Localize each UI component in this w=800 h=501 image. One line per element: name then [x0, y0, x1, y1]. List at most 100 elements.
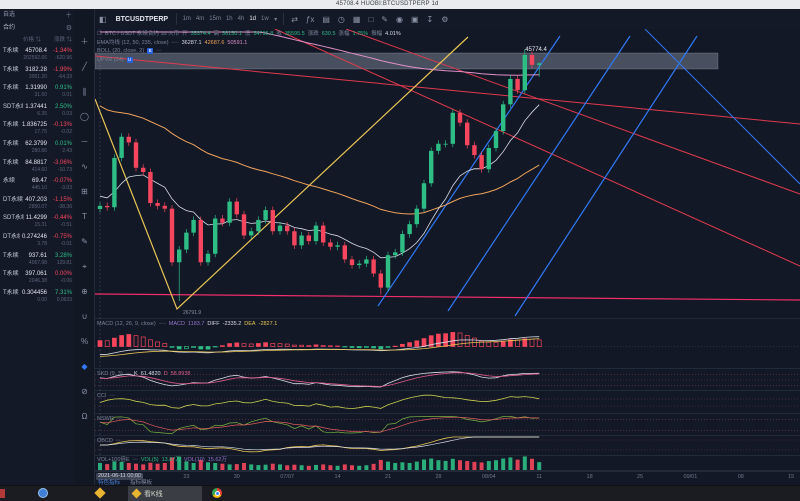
template-icon[interactable]: ▤: [322, 14, 330, 24]
watchlist-panel: 自选 ＋ 合约 ⚙ 价格 ⇅ 涨跌 ⇅ T永续 45708.4 -1.34% 202…: [0, 9, 76, 485]
watchlist-row[interactable]: DT永续0.274246-0.75% 3.78-0.01: [3, 233, 72, 247]
measure-tool-icon[interactable]: ⌖: [82, 262, 87, 271]
brush-tool-icon[interactable]: ✎: [81, 237, 88, 246]
image-icon[interactable]: ▣: [410, 14, 419, 24]
symbol-button[interactable]: BTCUSDTPERP: [115, 15, 169, 23]
watchlist-row[interactable]: T永续 45708.4 -1.34% 202592.66 -620.96: [3, 48, 72, 61]
watchlist-row[interactable]: DT永续 407.203 -1.15% 2850.07 -38.36: [3, 196, 72, 210]
legend-icons[interactable]: ▫▫▫: [132, 457, 138, 463]
vol-legend: VOL+100倍E ▫▫▫ VOL(5) 13.87万 VOL(10) 15.6…: [97, 457, 227, 463]
watchlist-row[interactable]: T永续 62.3799 0.01% 280.86 2.43: [3, 140, 72, 154]
alert-icon[interactable]: ◷: [337, 14, 345, 24]
chart-area: ◧ BTCUSDTPERP 1m 4m 15m 1h 4h 1d 1w ▾ ⇄ ƒx ▤ ◷ ▦ □ ✎…: [95, 9, 800, 486]
obcd-legend: OBCD ▫▫▫: [97, 438, 122, 444]
chrome-icon[interactable]: [212, 488, 222, 498]
layout-icon[interactable]: ▦: [352, 14, 361, 24]
watchlist-row[interactable]: T永续 1.836725 -0.13% 17.75 -0.02: [3, 122, 72, 136]
fib-tool-icon[interactable]: ⊞: [81, 187, 88, 196]
watchlist-row[interactable]: SDT永续11.4299-0.44% 15.31-0.51: [3, 215, 72, 229]
legend-icons[interactable]: ▫▫▫: [116, 416, 123, 422]
legend-icons[interactable]: ▫▫▫: [156, 48, 162, 54]
watchlist-row[interactable]: T永续 3182.28 -1.99% 3951.20 -64.33: [3, 66, 72, 80]
watchlist-tab-row: 合约 ⚙: [0, 22, 75, 35]
timeframe-1d[interactable]: 1d: [249, 16, 256, 22]
indicators-icon[interactable]: ƒx: [305, 14, 315, 24]
bottom-links: 特色指标 指标模板: [98, 478, 152, 486]
watchlist-row[interactable]: T永续 0.304456 7.31% 0.00 0.0633: [3, 289, 72, 303]
channel-tool-icon[interactable]: ∥: [82, 87, 87, 96]
time-axis-label: 11: [536, 474, 543, 480]
panel-collapse-icon[interactable]: ◧: [99, 14, 107, 24]
screenshot-icon[interactable]: ◉: [396, 14, 403, 24]
watchlist-top-row: 自选 ＋: [0, 9, 75, 22]
featured-indicators-link[interactable]: 特色指标: [98, 480, 121, 486]
cci-legend: CCI ▫▫▫: [97, 393, 115, 399]
taskbar-app-icon[interactable]: [38, 488, 48, 498]
timeframe-15m[interactable]: 15m: [209, 16, 221, 22]
time-axis-label: 28: [435, 474, 442, 480]
legend-icons[interactable]: ▫▫▫: [125, 371, 132, 377]
price-column-header[interactable]: 价格 ⇅: [23, 37, 42, 43]
taskbar-edge-icon[interactable]: [0, 489, 5, 498]
percent-tool-icon[interactable]: %: [80, 337, 89, 346]
legend-icons[interactable]: ▫▫▫: [115, 438, 122, 444]
timeframe-4h[interactable]: 4h: [237, 16, 245, 22]
gear-icon[interactable]: ⚙: [65, 25, 72, 32]
nswr-legend: NSWR ▫▫▫: [97, 416, 123, 422]
skd-legend: SKD (9, 3) ▫▫▫ K 61.4820 D 58.8938: [97, 371, 191, 377]
watchlist-row[interactable]: T永续 937.61 3.28% 4067.98 129.81: [3, 252, 72, 266]
tab-contracts[interactable]: 合约: [3, 25, 16, 31]
timeframe-4m[interactable]: 4m: [195, 16, 205, 22]
candlestick-chart[interactable]: 45774.4 26791.9: [95, 29, 800, 471]
watchlist-rows: T永续 45708.4 -1.34% 202592.66 -620.96 T永续 3182…: [0, 46, 75, 306]
legend-icons[interactable]: ▫▫▫▫: [158, 321, 166, 327]
boll-badge-icon[interactable]: B: [147, 48, 154, 54]
time-axis-label: 09/01: [683, 474, 698, 480]
timeframe-1w[interactable]: 1w: [261, 16, 269, 22]
time-axis-label: 07/07: [280, 474, 295, 480]
save-icon[interactable]: ↧: [426, 14, 434, 24]
chart-wrapper[interactable]: 45774.4 26791.9 ☐ BTC / USDT 永续合约 1d 火币 开…: [95, 29, 800, 486]
crosshair-tool-icon[interactable]: ＋: [80, 37, 89, 46]
timeframe-1h[interactable]: 1h: [225, 16, 233, 22]
legend-icons[interactable]: ▫▫▫: [109, 393, 115, 399]
time-axis-label: 06/16: [129, 474, 143, 480]
cursor-date-label: 2021-06-11 00:00: [96, 473, 144, 480]
watchlist-row[interactable]: T永续 397.061 0.00% 2046.38 -0.06: [3, 271, 72, 285]
macd-legend: MACD (12, 26, 9, close) ▫▫▫▫ MACD 1183.7…: [97, 321, 278, 327]
indicator-template-link[interactable]: 指标模板: [130, 480, 153, 486]
chart-toolbar: ◧ BTCUSDTPERP 1m 4m 15m 1h 4h 1d 1w ▾ ⇄ ƒx ▤ ◷ ▦ □ ✎…: [95, 9, 800, 30]
add-symbol-icon[interactable]: ＋: [65, 12, 72, 19]
arc-tool-icon[interactable]: ∪: [81, 312, 88, 321]
time-axis-label: 14: [334, 474, 341, 480]
watchlist-row[interactable]: T永续 1.31990 0.91% 31.60 0.01: [3, 85, 72, 99]
eraser-tool-icon[interactable]: ⊘: [81, 387, 88, 396]
draw-mode-icon[interactable]: ✎: [381, 14, 388, 24]
fullscreen-icon[interactable]: □: [368, 14, 374, 24]
compare-icon[interactable]: ⇄: [291, 14, 298, 24]
trendline-tool-icon[interactable]: ╱: [82, 62, 87, 71]
app-diamond-icon[interactable]: [94, 487, 106, 499]
legend-checkbox-icon[interactable]: ☐: [97, 31, 102, 37]
chevron-down-icon[interactable]: ▾: [274, 16, 278, 23]
time-axis[interactable]: 2021-06-11 00:00 06/16 23 30 07/07 14 21 28 08/…: [95, 471, 800, 485]
svg-text:26791.9: 26791.9: [183, 310, 201, 316]
curve-tool-icon[interactable]: ∿: [81, 162, 88, 171]
hline-tool-icon[interactable]: ─: [81, 137, 88, 146]
change-column-header[interactable]: 涨跌 ⇅: [53, 37, 72, 43]
settings-icon[interactable]: ⚙: [441, 14, 449, 24]
watchlist-row[interactable]: 永续 69.47 -0.07% 445.10 -3.03: [3, 178, 72, 192]
magnet-tool-icon[interactable]: Ω: [81, 412, 88, 421]
zoom-in-tool-icon[interactable]: ⊕: [81, 287, 88, 296]
active-task-button[interactable]: 看K线: [128, 486, 202, 501]
timeframe-1m[interactable]: 1m: [182, 16, 191, 22]
watchlist-row[interactable]: T永续 84.8817 -3.06% 414.60 -10.73: [3, 159, 72, 173]
circle-tool-icon[interactable]: ◯: [80, 112, 89, 121]
toolbar-divider: [283, 13, 285, 25]
upvr-badge-icon[interactable]: U: [126, 56, 133, 63]
shape-tool-icon[interactable]: ◆: [81, 362, 88, 371]
timeframe-switcher: 1m 4m 15m 1h 4h 1d 1w: [180, 16, 271, 22]
text-tool-icon[interactable]: T: [82, 212, 87, 221]
legend-icons[interactable]: ▫▫▫▫: [171, 39, 179, 46]
